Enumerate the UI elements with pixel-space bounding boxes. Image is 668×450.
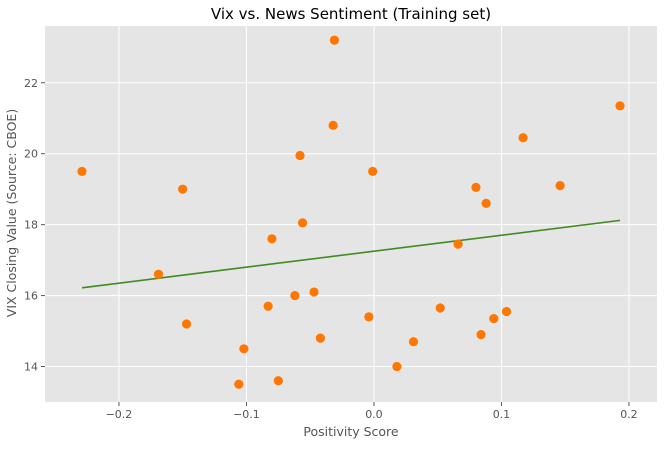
data-point [481, 198, 491, 208]
data-point [392, 361, 402, 372]
data-point [364, 312, 374, 322]
regression-line [81, 219, 621, 289]
data-point [408, 337, 419, 347]
data-point [489, 314, 499, 324]
data-point [297, 218, 308, 228]
data-point [267, 234, 277, 244]
x-tick-label: −0.2 [106, 408, 133, 421]
y-tick-label: 16 [24, 290, 38, 303]
data-point [615, 101, 625, 111]
data-point [239, 344, 249, 354]
x-tick-label: 0.1 [493, 408, 511, 421]
x-axis-title: Positivity Score [303, 424, 399, 439]
data-point [263, 301, 273, 311]
data-point [453, 239, 463, 249]
y-tick-label: 14 [24, 361, 38, 374]
data-point [309, 287, 319, 297]
data-point [435, 303, 445, 313]
data-point [368, 166, 378, 177]
data-point [328, 120, 338, 130]
data-point [518, 133, 528, 143]
data-point [329, 35, 340, 45]
data-point [315, 333, 325, 343]
data-point [234, 379, 244, 389]
fit-line-layer [81, 219, 621, 289]
plot-background [45, 26, 657, 402]
y-tick-label: 18 [24, 219, 38, 232]
y-tick-label: 22 [24, 77, 38, 90]
data-point [77, 166, 87, 177]
data-point [273, 376, 283, 386]
data-point [153, 269, 164, 279]
data-point [181, 319, 192, 329]
data-point [555, 181, 565, 191]
data-point [476, 330, 486, 340]
x-tick-label: −0.1 [233, 408, 260, 421]
data-point [295, 150, 305, 161]
data-point [501, 306, 512, 317]
data-point [178, 184, 188, 194]
y-tick-label: 20 [24, 148, 38, 161]
chart-title: Vix vs. News Sentiment (Training set) [211, 5, 491, 23]
x-tick-label: 0.2 [620, 408, 638, 421]
x-tick-label: 0.0 [365, 408, 383, 421]
axes: −0.2 −0.1 0.0 0.1 0.2 14 16 18 20 22 [24, 77, 638, 421]
plot-area [45, 26, 657, 402]
points-layer [77, 35, 625, 389]
data-point [290, 290, 300, 301]
data-point [471, 182, 481, 192]
y-axis-title: VIX Closing Value (Source: CBOE) [4, 109, 19, 317]
grid [45, 26, 657, 402]
